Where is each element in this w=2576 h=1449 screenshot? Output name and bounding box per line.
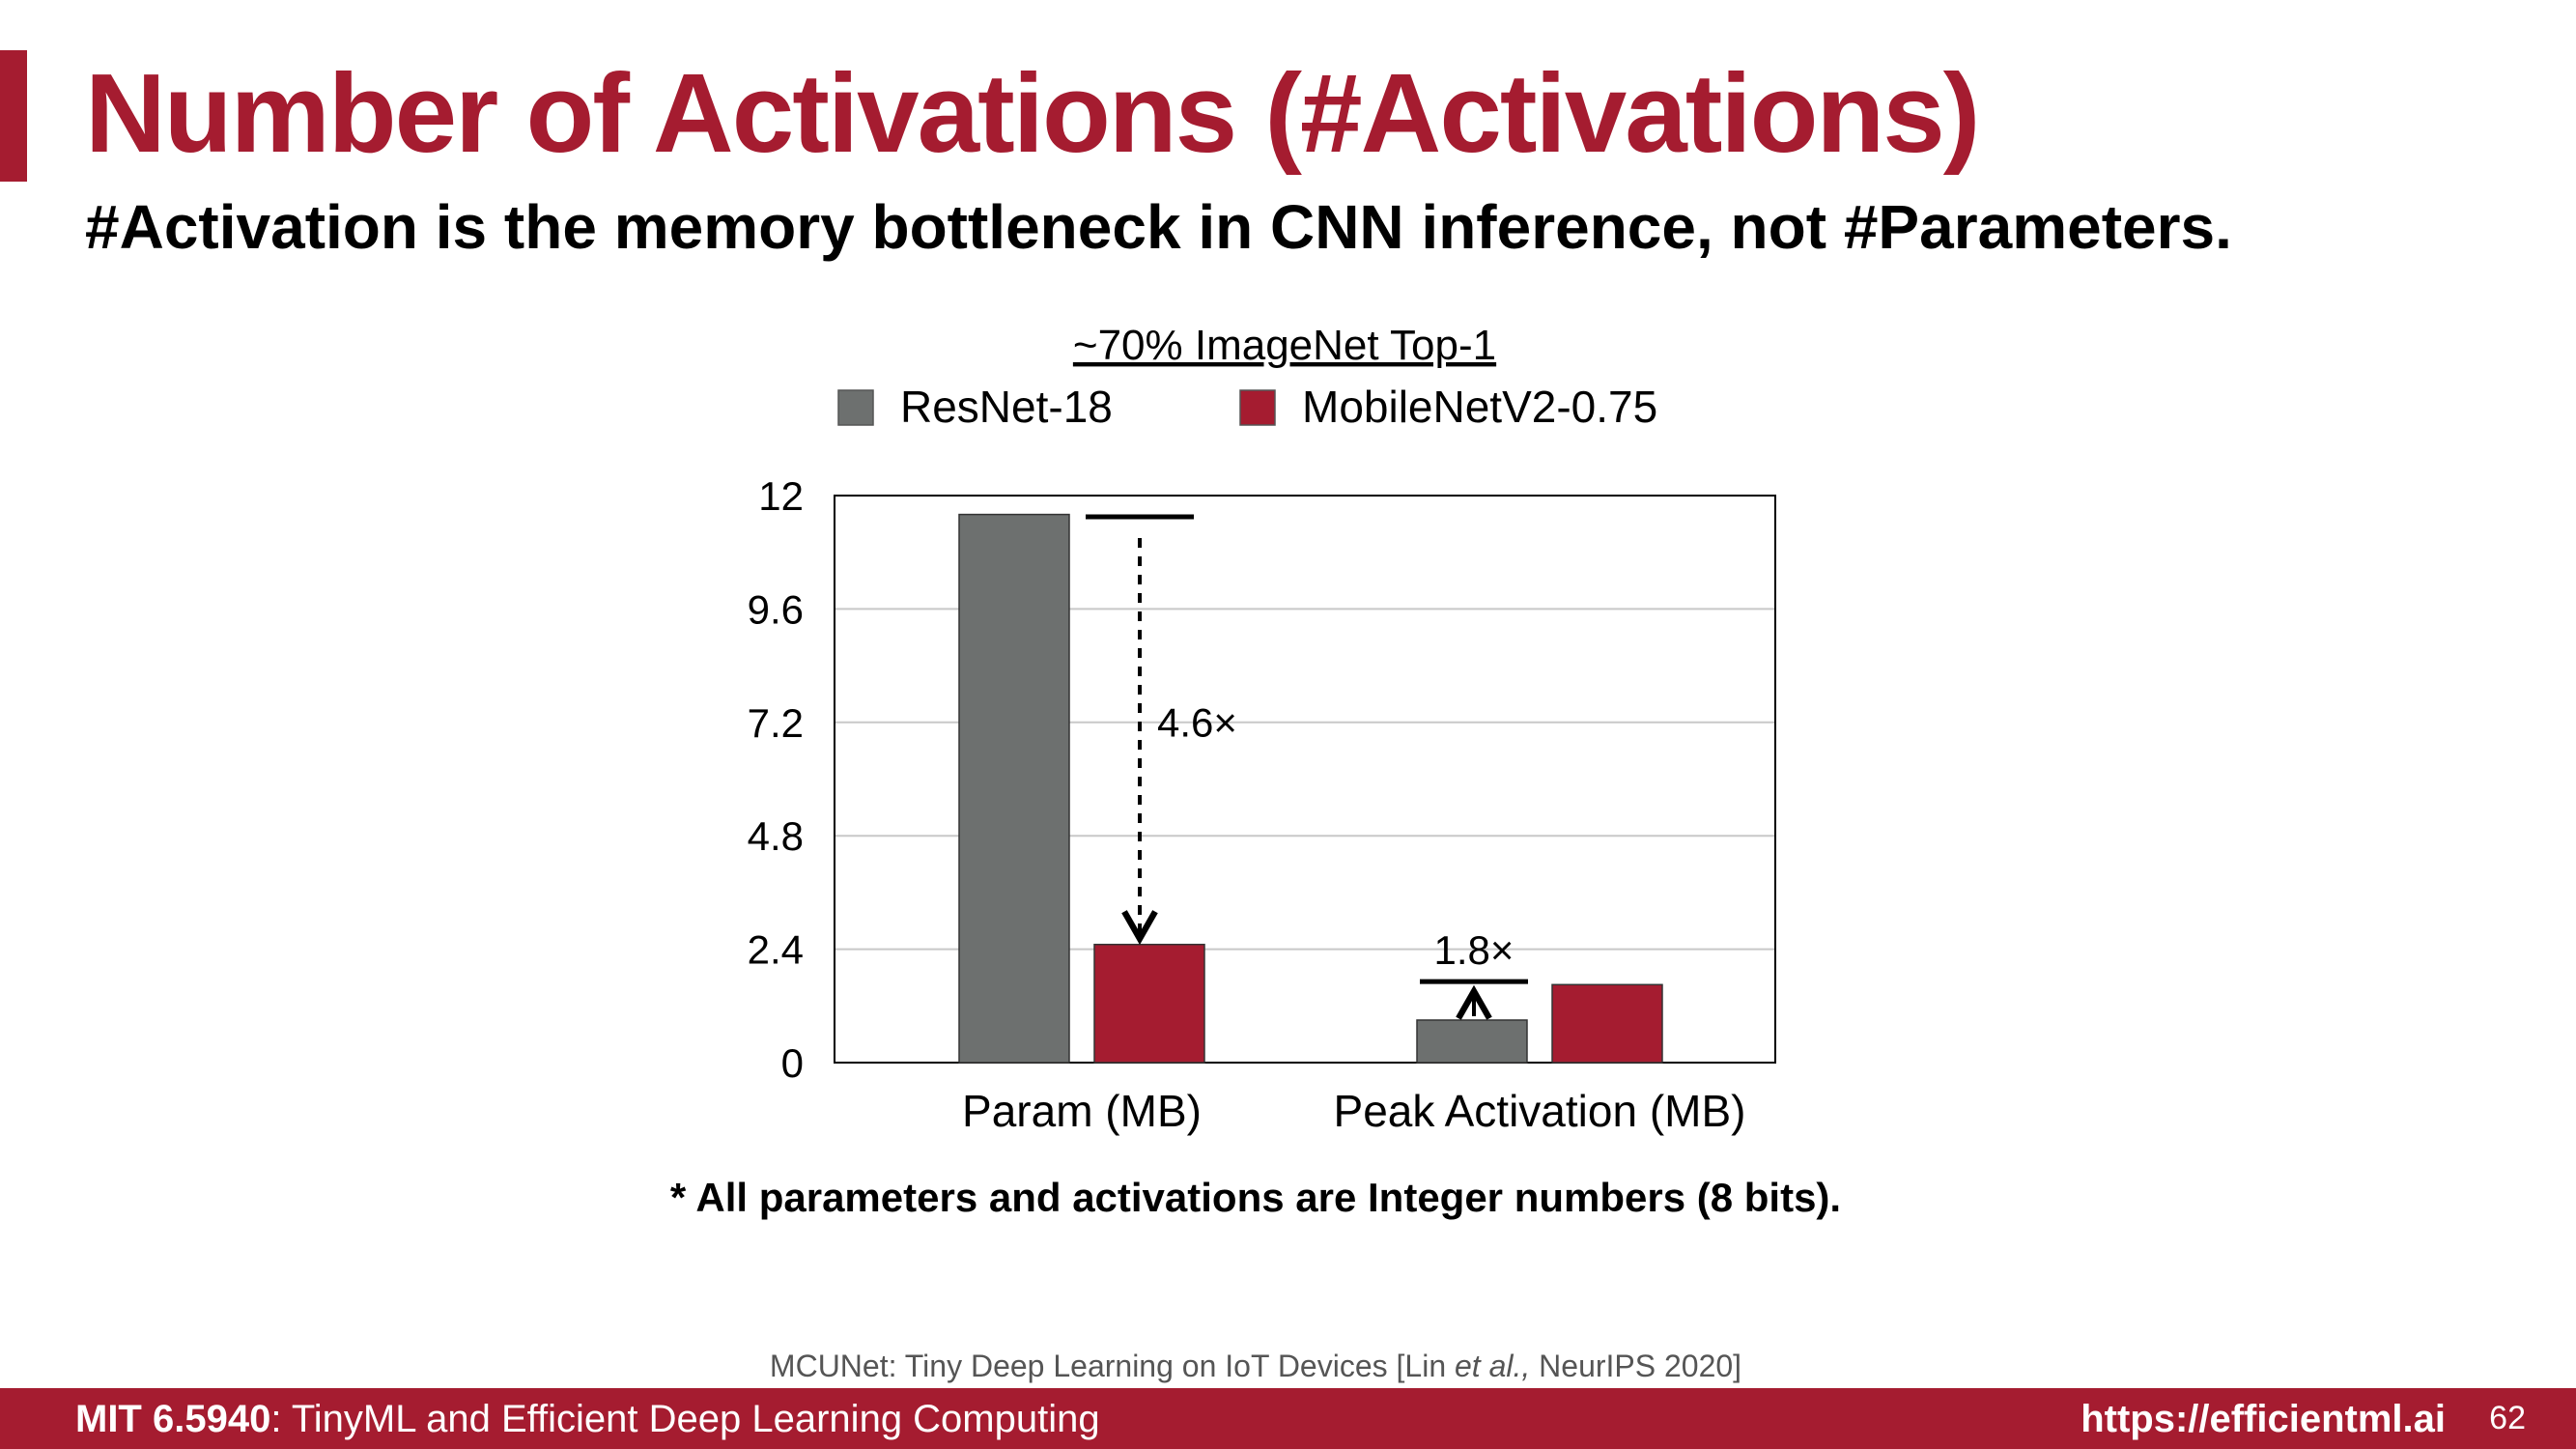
annotation-label-1: 4.6× [1157, 699, 1237, 745]
y-tick-label-1: 0 [781, 1040, 804, 1086]
bar-mobilenet-1 [1093, 943, 1205, 1064]
y-tick-label-2: 2.4 [748, 927, 804, 973]
legend-swatch-2 [1239, 389, 1276, 426]
x-tick-label-1: Param (MB) [962, 1086, 1202, 1136]
citation-prefix: MCUNet: Tiny Deep Learning on IoT Device… [769, 1349, 1455, 1383]
bar-resnet-2 [1416, 1019, 1528, 1064]
chart-title: ~70% ImageNet Top-1 [1073, 322, 1496, 369]
citation-suffix: NeurIPS 2020] [1530, 1349, 1742, 1383]
footer-course: MIT 6.5940: TinyML and Efficient Deep Le… [75, 1398, 1100, 1441]
y-tick-label-3: 4.8 [748, 813, 804, 859]
citation-italic: et al., [1455, 1349, 1531, 1383]
footnote: * All parameters and activations are Int… [669, 1175, 1842, 1220]
bar-mobilenet-2 [1551, 983, 1663, 1064]
annotation-label-2: 1.8× [1434, 927, 1514, 973]
footer-bar: MIT 6.5940: TinyML and Efficient Deep Le… [0, 1388, 2576, 1449]
bar-resnet-1 [958, 513, 1070, 1064]
title-accent-bar [0, 50, 27, 182]
footer-course-name: : TinyML and Efficient Deep Learning Com… [270, 1398, 1100, 1440]
y-tick-label-6: 12 [758, 473, 804, 519]
x-tick-label-2: Peak Activation (MB) [1334, 1086, 1746, 1136]
y-tick-label-4: 7.2 [748, 700, 804, 746]
citation: MCUNet: Tiny Deep Learning on IoT Device… [0, 1349, 2511, 1384]
legend-label-1: ResNet-18 [900, 382, 1113, 432]
page-number: 62 [2489, 1400, 2526, 1436]
footer-url[interactable]: https://efficientml.ai [2081, 1398, 2446, 1440]
footer-course-code: MIT 6.5940 [75, 1398, 271, 1440]
slide-subtitle: #Activation is the memory bottleneck in … [85, 192, 2232, 262]
y-tick-label-5: 9.6 [748, 586, 804, 632]
legend-label-2: MobileNetV2-0.75 [1302, 382, 1657, 432]
legend-swatch-1 [837, 389, 874, 426]
slide-title: Number of Activations (#Activations) [85, 50, 1980, 176]
bar-chart: ~70% ImageNet Top-1 ResNet-18 MobileNetV2-… [748, 322, 1776, 1136]
plot-frame [834, 495, 1776, 1064]
